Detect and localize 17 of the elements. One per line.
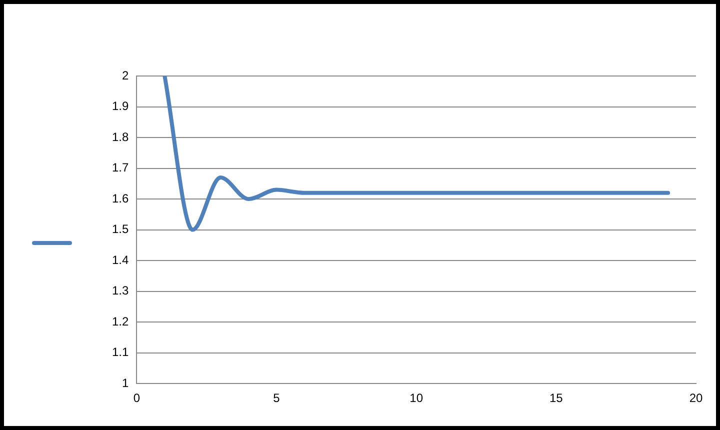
y-tick-label: 1.4 bbox=[112, 252, 129, 267]
y-tick-label: 1.2 bbox=[112, 314, 129, 328]
y-tick-label: 1.1 bbox=[112, 345, 129, 360]
x-tick-label: 5 bbox=[273, 391, 280, 406]
y-tick-label: 2 bbox=[122, 68, 129, 82]
x-tick-label: 20 bbox=[689, 391, 703, 406]
line-series bbox=[162, 76, 670, 232]
y-tick-label: 1.8 bbox=[112, 130, 129, 144]
x-tick-label: 15 bbox=[549, 391, 564, 406]
y-tick-label: 1.6 bbox=[112, 191, 129, 206]
y-tick-label: 1.9 bbox=[112, 99, 129, 114]
y-tick-label: 1 bbox=[122, 376, 129, 390]
x-tick-label: 0 bbox=[133, 391, 140, 406]
y-tick-label: 1.5 bbox=[112, 222, 129, 236]
x-tick-label: 10 bbox=[410, 391, 424, 406]
y-tick-label: 1.7 bbox=[112, 160, 129, 175]
y-tick-label: 1.3 bbox=[112, 284, 129, 298]
